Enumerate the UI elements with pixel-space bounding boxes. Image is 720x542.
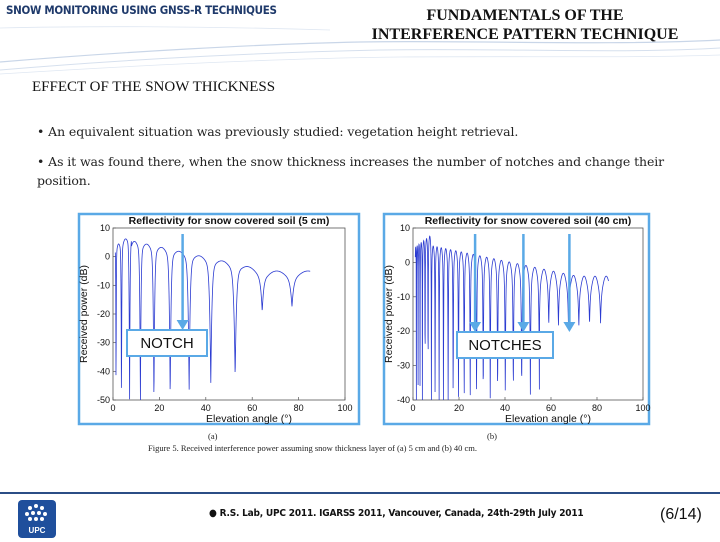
slide-title-line1: FUNDAMENTALS OF THE	[426, 7, 624, 24]
data-series-line	[114, 238, 311, 401]
upc-logo-icon: UPC	[25, 504, 47, 535]
chart-40cm-svg: Reflectivity for snow covered soil (40 c…	[382, 212, 651, 426]
upc-logo-text: UPC	[29, 526, 46, 535]
chart-frame	[77, 212, 361, 426]
y-tick-label: -30	[397, 361, 410, 371]
chart-5cm-svg: Reflectivity for snow covered soil (5 cm…	[77, 212, 361, 426]
y-axis-label: Received power (dB)	[383, 265, 395, 363]
y-tick-label: -40	[397, 395, 410, 405]
y-tick-label: -40	[97, 366, 110, 376]
annotation-box	[456, 331, 554, 359]
y-tick-label: 0	[105, 252, 110, 262]
y-tick-label: 0	[405, 257, 410, 267]
annotation-box	[126, 329, 208, 357]
x-tick-label: 100	[635, 403, 650, 413]
footer-divider	[0, 492, 720, 494]
notch-arrowhead	[176, 320, 189, 330]
x-tick-label: 0	[410, 403, 415, 413]
sublabel-b: (b)	[487, 431, 497, 441]
y-tick-label: -20	[97, 309, 110, 319]
y-tick-label: -20	[397, 326, 410, 336]
notch-arrowhead	[517, 322, 530, 332]
page-number: (6/14)	[660, 506, 702, 523]
annotation-label: NOTCHES	[468, 337, 541, 354]
x-tick-label: 40	[500, 403, 510, 413]
y-tick-label: -10	[97, 280, 110, 290]
sublabel-a: (a)	[208, 431, 218, 441]
background-swoosh	[0, 26, 720, 75]
x-tick-label: 100	[337, 403, 352, 413]
annotation-label: NOTCH	[140, 335, 193, 352]
chart-40cm: Reflectivity for snow covered soil (40 c…	[380, 210, 655, 430]
y-axis-label: Received power (dB)	[78, 265, 90, 363]
x-tick-label: 60	[546, 403, 556, 413]
x-tick-label: 20	[154, 403, 164, 413]
x-tick-label: 80	[592, 403, 602, 413]
slide-title-line2: INTERFERENCE PATTERN TECHNIQUE	[371, 26, 679, 43]
y-tick-label: -50	[97, 395, 110, 405]
y-tick-label: -30	[97, 338, 110, 348]
y-tick-label: 10	[100, 223, 110, 233]
x-axis-label: Elevation angle (°)	[505, 413, 591, 425]
x-tick-label: 60	[247, 403, 257, 413]
plot-area	[412, 227, 644, 401]
bullet-1: • An equivalent situation was previously…	[37, 124, 519, 139]
header-subject: SNOW MONITORING USING GNSS-R TECHNIQUES	[6, 3, 277, 17]
x-axis-label: Elevation angle (°)	[206, 413, 292, 425]
chart-5cm: Reflectivity for snow covered soil (5 cm…	[75, 210, 365, 430]
x-tick-label: 40	[201, 403, 211, 413]
upc-logo: UPC	[18, 500, 56, 538]
x-tick-label: 20	[454, 403, 464, 413]
y-tick-label: -10	[397, 292, 410, 302]
chart-title: Reflectivity for snow covered soil (5 cm…	[129, 215, 330, 227]
bullet-2: • As it was found there, when the snow t…	[37, 154, 665, 188]
data-series-line	[414, 235, 609, 401]
chart-title: Reflectivity for snow covered soil (40 c…	[425, 215, 632, 227]
y-tick-label: 10	[400, 223, 410, 233]
x-tick-label: 80	[294, 403, 304, 413]
section-title: EFFECT OF THE SNOW THICKNESS	[32, 79, 276, 95]
figure-caption: Figure 5. Received interference power as…	[148, 443, 478, 453]
slide-title: FUNDAMENTALS OF THE INTERFERENCE PATTERN…	[340, 6, 710, 44]
x-tick-label: 0	[110, 403, 115, 413]
footer-conference: ● R.S. Lab, UPC 2011. IGARSS 2011, Vanco…	[209, 508, 584, 519]
notch-arrowhead	[563, 322, 576, 332]
chart-frame	[382, 212, 651, 426]
notch-arrowhead	[469, 322, 482, 332]
